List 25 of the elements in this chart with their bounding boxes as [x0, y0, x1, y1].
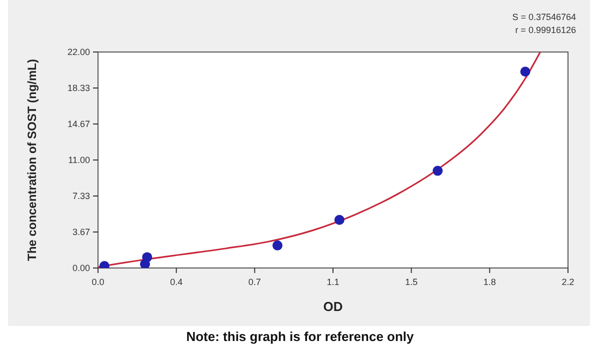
x-tick-label: 1.5: [405, 277, 418, 287]
x-axis-title: OD: [323, 299, 343, 314]
y-tick-label: 3.67: [72, 227, 90, 237]
text: Note: this graph is for reference only: [186, 329, 415, 344]
y-tick-label: 11.00: [68, 155, 90, 165]
y-tick-label: 18.33: [67, 83, 90, 93]
line-series: [98, 52, 542, 268]
y-tick-label: 14.67: [67, 119, 90, 129]
y-tick-label: 7.33: [72, 191, 90, 201]
point: [432, 166, 443, 176]
x-tick-label: 0.0: [92, 277, 104, 287]
text: S = 0.37546764: [512, 12, 576, 22]
point: [142, 252, 152, 262]
y-tick-label: 22.00: [67, 47, 90, 57]
y-axis-title: The concentration of SOST (ng/mL): [25, 59, 39, 261]
x-tick-label: 0.4: [170, 277, 183, 287]
x-tick-label: 1.1: [326, 277, 340, 287]
x-tick-label: 0.7: [248, 277, 261, 287]
x-tick-label: 1.8: [483, 277, 496, 287]
point: [334, 214, 344, 225]
text: r = 0.99916126: [515, 25, 576, 35]
x-tick-label: 2.2: [562, 277, 574, 287]
y-tick-label: 0.00: [72, 263, 90, 273]
point: [520, 66, 530, 77]
point: [272, 240, 282, 250]
